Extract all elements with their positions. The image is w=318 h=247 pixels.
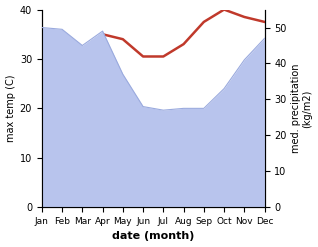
- X-axis label: date (month): date (month): [112, 231, 194, 242]
- Y-axis label: med. precipitation
(kg/m2): med. precipitation (kg/m2): [291, 64, 313, 153]
- Y-axis label: max temp (C): max temp (C): [5, 75, 16, 142]
